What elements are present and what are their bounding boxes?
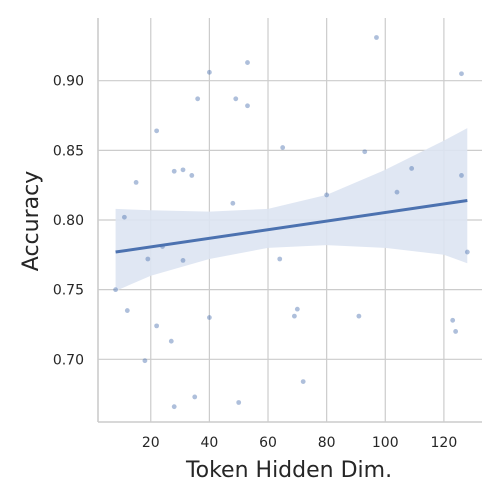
- y-tick-label: 0.85: [53, 143, 84, 159]
- data-point: [292, 314, 297, 319]
- data-point: [154, 128, 159, 133]
- data-point: [181, 167, 186, 172]
- data-point: [207, 315, 212, 320]
- data-point: [145, 257, 150, 262]
- data-point: [459, 71, 464, 76]
- x-tick-label: 120: [431, 435, 458, 451]
- data-point: [356, 314, 361, 319]
- x-axis-label: Token Hidden Dim.: [185, 458, 392, 483]
- data-point: [207, 70, 212, 75]
- data-point: [453, 329, 458, 334]
- data-point: [113, 287, 118, 292]
- data-point: [465, 250, 470, 255]
- data-point: [324, 193, 329, 198]
- data-point: [362, 149, 367, 154]
- data-point: [277, 257, 282, 262]
- data-point: [125, 308, 130, 313]
- data-point: [374, 35, 379, 40]
- x-tick-label: 60: [259, 435, 277, 451]
- data-point: [195, 96, 200, 101]
- data-point: [189, 173, 194, 178]
- y-axis-label: Accuracy: [19, 171, 44, 271]
- data-point: [169, 339, 174, 344]
- data-point: [122, 215, 127, 220]
- y-tick-label: 0.75: [53, 283, 84, 299]
- data-point: [301, 379, 306, 384]
- y-tick-label: 0.90: [53, 74, 84, 90]
- data-point: [154, 323, 159, 328]
- y-tick-label: 0.70: [53, 352, 84, 368]
- data-point: [459, 173, 464, 178]
- data-point: [236, 400, 241, 405]
- data-point: [409, 166, 414, 171]
- data-point: [280, 145, 285, 150]
- data-point: [181, 258, 186, 263]
- data-point: [143, 358, 148, 363]
- data-point: [245, 60, 250, 65]
- data-point: [233, 96, 238, 101]
- data-point: [245, 103, 250, 108]
- data-point: [134, 180, 139, 185]
- x-tick-label: 80: [318, 435, 336, 451]
- data-point: [172, 404, 177, 409]
- x-tick-label: 100: [372, 435, 399, 451]
- data-point: [230, 201, 235, 206]
- data-point: [192, 395, 197, 400]
- y-tick-label: 0.80: [53, 213, 84, 229]
- data-point: [172, 169, 177, 174]
- tick-labels: 20 40 60 80 100 120 0.70 0.75 0.80 0.85 0.90: [53, 74, 457, 451]
- data-point: [450, 318, 455, 323]
- data-point: [295, 307, 300, 312]
- x-tick-label: 40: [200, 435, 218, 451]
- data-point: [395, 190, 400, 195]
- x-tick-label: 20: [142, 435, 160, 451]
